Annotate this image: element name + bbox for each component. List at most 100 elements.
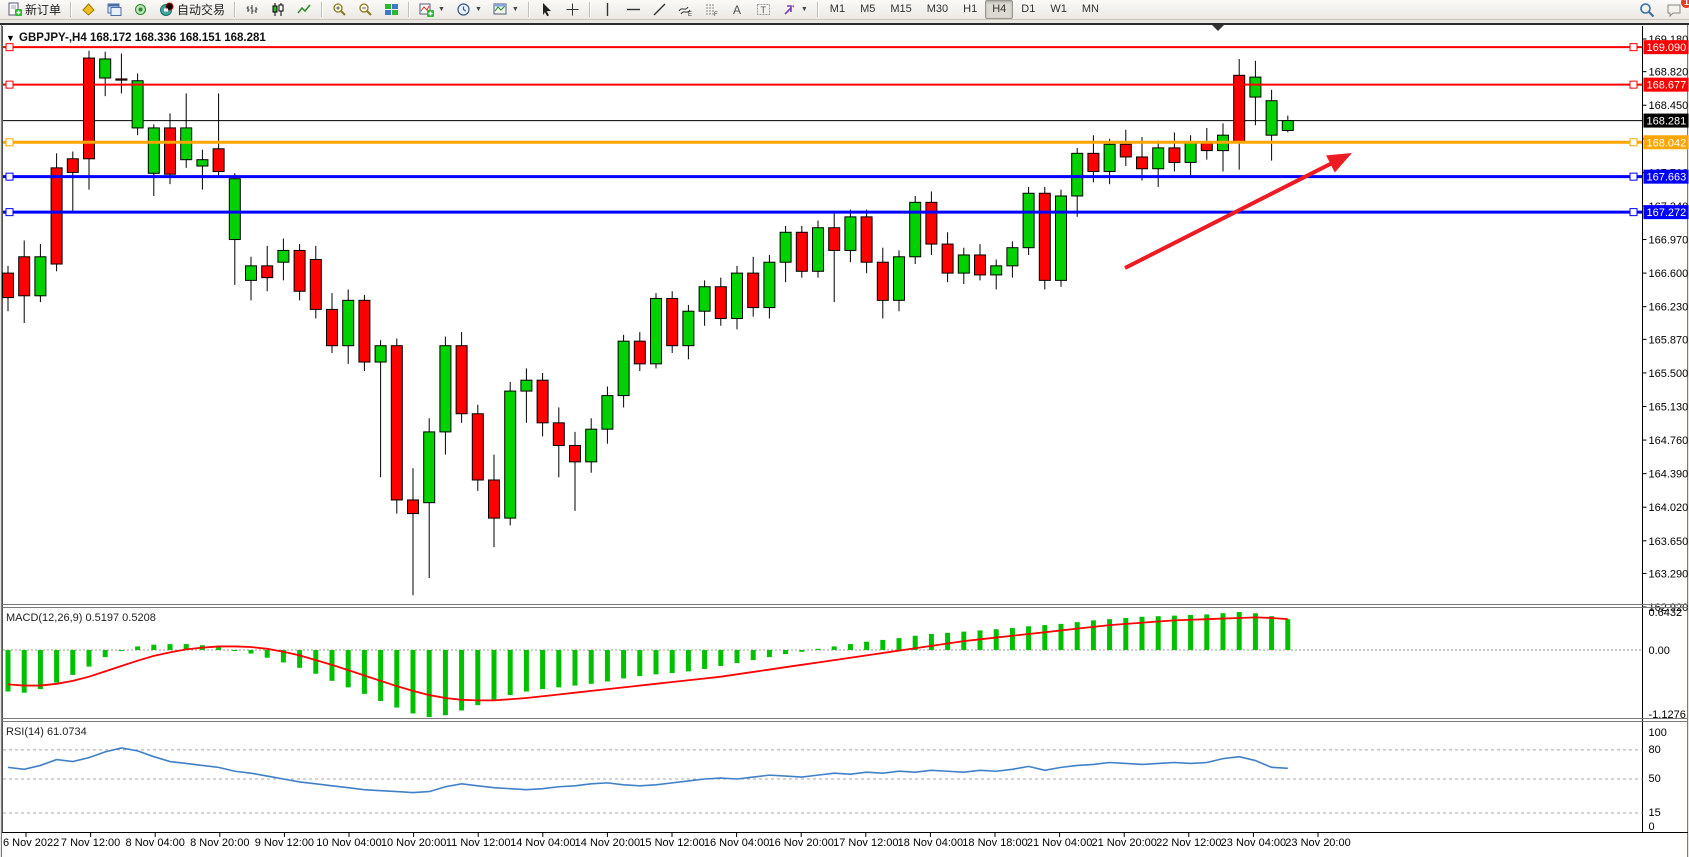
timeframe-m1-button[interactable]: M1 (829, 3, 846, 15)
candle-body (666, 298, 679, 347)
candlestick-button[interactable] (266, 0, 291, 20)
text-icon: A (730, 2, 745, 17)
toolbar-separator (70, 2, 73, 17)
time-tick-label: 16 Nov 20:00 (768, 837, 833, 849)
price-tick-label: 164.760 (1649, 435, 1689, 447)
line-handle[interactable] (5, 80, 14, 89)
macd-bar (556, 650, 562, 688)
signal-button[interactable] (128, 0, 153, 20)
toolbar-separator (321, 2, 324, 17)
cursor-button[interactable] (534, 0, 559, 20)
candle-body (228, 178, 241, 241)
line-handle[interactable] (1629, 138, 1638, 147)
text-button[interactable]: A (725, 0, 750, 20)
trend-arrow-line[interactable] (1124, 157, 1341, 270)
rsi-scale-label: 80 (1649, 744, 1661, 756)
chart-shift-marker[interactable] (1212, 25, 1224, 31)
timeframe-h1-button[interactable]: H1 (963, 3, 978, 15)
add-indicator-button[interactable]: ▼ (414, 0, 450, 20)
macd-bar (345, 650, 351, 688)
line-handle[interactable] (5, 43, 14, 52)
candlestick-icon (271, 2, 286, 17)
charts-window-button[interactable] (102, 0, 127, 20)
candle-body (1184, 141, 1197, 163)
line-handle[interactable] (1629, 172, 1638, 181)
macd-bar (653, 650, 659, 675)
new-order-button[interactable]: 新订单 (2, 0, 66, 20)
line-handle[interactable] (5, 208, 14, 217)
macd-bar (750, 650, 756, 661)
candle-body (552, 422, 565, 447)
svg-text:E: E (688, 12, 692, 17)
autotrade-button[interactable]: 自动交易 (154, 0, 230, 20)
line-handle[interactable] (1629, 208, 1638, 217)
candle-body (925, 201, 938, 245)
timeframe-w1-button[interactable]: W1 (1050, 3, 1067, 15)
toolbar-separator (408, 2, 411, 17)
time-tick-label: 8 Nov 04:00 (126, 837, 185, 849)
timeframe-h4-button[interactable]: H4 (985, 0, 1014, 19)
candle-body (520, 379, 533, 392)
trendline-button[interactable] (647, 0, 672, 20)
notification-badge: 1 (1681, 0, 1689, 8)
line-chart-button[interactable] (292, 0, 317, 20)
macd-bar (54, 650, 60, 683)
horizontal-line-button[interactable] (621, 0, 646, 20)
macd-scale-max: 0.6432 (1649, 607, 1683, 619)
timeframe-d1-button[interactable]: D1 (1021, 3, 1036, 15)
line-handle[interactable] (1629, 80, 1638, 89)
collapse-arrow-icon[interactable]: ▼ (6, 33, 15, 43)
candle-body (390, 345, 403, 501)
candle-body (536, 379, 549, 424)
candle-body (1152, 147, 1165, 170)
periods-clock-button[interactable]: ▼ (451, 0, 487, 20)
vertical-line-button[interactable] (595, 0, 620, 20)
autotrade-label: 自动交易 (177, 3, 226, 17)
candle-body (714, 286, 727, 319)
line-handle[interactable] (1629, 43, 1638, 52)
crosshair-button[interactable] (560, 0, 585, 20)
channel-button[interactable]: E (673, 0, 698, 20)
price-tick-label: 164.020 (1649, 502, 1689, 514)
candle-body (1055, 195, 1067, 281)
trend-arrow-head[interactable] (1326, 153, 1352, 173)
macd-bar (669, 650, 675, 674)
candle-body (196, 159, 209, 167)
bar-chart-button[interactable] (240, 0, 265, 20)
toolbar-separator (816, 2, 819, 17)
profile-button[interactable] (76, 0, 101, 20)
macd-bar (394, 650, 400, 708)
timeframe-m30-button[interactable]: M30 (926, 3, 949, 15)
price-label-box (1643, 169, 1689, 184)
template-button[interactable]: ▼ (488, 0, 524, 20)
timeframe-m15-button[interactable]: M15 (890, 3, 912, 15)
text-label-button[interactable]: T (751, 0, 776, 20)
price-tick-label: 165.870 (1649, 334, 1689, 346)
fibonacci-icon: F (704, 2, 719, 18)
zoom-out-button[interactable] (353, 0, 378, 20)
line-handle[interactable] (5, 138, 14, 147)
price-tick-label: 166.230 (1649, 302, 1689, 314)
candle-body (471, 413, 484, 481)
channel-icon: E (678, 2, 693, 18)
vertical-line-icon (600, 2, 615, 17)
search-button[interactable] (1634, 0, 1660, 20)
line-handle[interactable] (5, 172, 14, 181)
new-order-label: 新订单 (25, 3, 62, 17)
tile-windows-button[interactable] (379, 0, 404, 20)
chat-button[interactable]: 1 (1661, 0, 1689, 20)
timeframe-mn-button[interactable]: MN (1081, 3, 1099, 15)
fibonacci-button[interactable]: F (699, 0, 724, 20)
candle-body (50, 167, 63, 265)
time-tick-label: 15 Nov 12:00 (639, 837, 704, 849)
macd-bar (507, 650, 513, 696)
zoom-in-button[interactable] (327, 0, 352, 20)
candle-body (374, 345, 387, 363)
search-icon (1639, 2, 1655, 18)
line-chart-icon (297, 2, 312, 17)
arrow-shapes-button[interactable]: ▼ (777, 0, 813, 20)
rsi-scale-label: 100 (1649, 727, 1667, 739)
candle-body (1265, 100, 1278, 136)
candle-body (309, 258, 322, 310)
timeframe-m5-button[interactable]: M5 (860, 3, 876, 15)
